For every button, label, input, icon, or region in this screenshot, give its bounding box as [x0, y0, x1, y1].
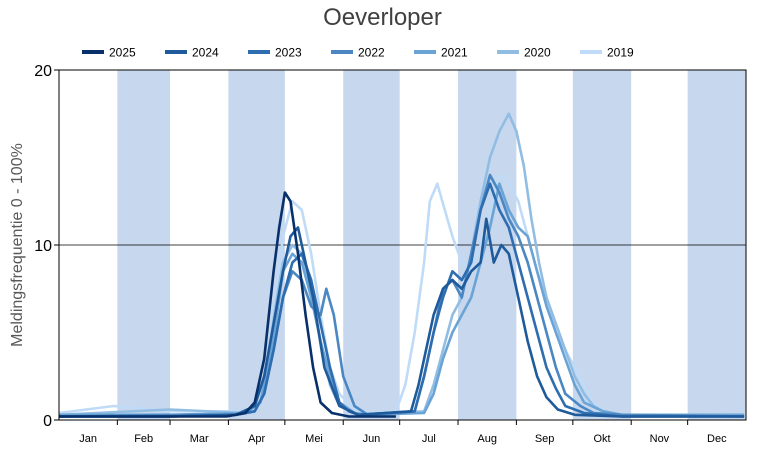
- y-axis-label: Meldingsfrequentie 0 - 100%: [9, 143, 26, 347]
- x-tick-label: Okt: [593, 433, 610, 445]
- series-line-2023: [59, 182, 745, 418]
- chart-title: Oeverloper: [323, 4, 442, 31]
- x-tick-label: Mar: [190, 433, 209, 445]
- x-tick-label: Dec: [707, 433, 727, 445]
- series-line-2025: [59, 191, 396, 418]
- y-tick-label: 20: [34, 63, 52, 80]
- x-tick-label: Feb: [134, 433, 153, 445]
- y-tick-label: 10: [34, 238, 52, 255]
- legend-label-2023: 2023: [275, 46, 302, 60]
- legend-label-2022: 2022: [358, 46, 385, 60]
- x-tick-label: Jul: [422, 433, 436, 445]
- legend-label-2025: 2025: [109, 46, 136, 60]
- x-tick-label: Jun: [363, 433, 381, 445]
- x-tick-label: Sep: [535, 433, 555, 445]
- x-tick-label: Apr: [248, 433, 265, 445]
- series-line-2024: [59, 217, 745, 418]
- legend-label-2019: 2019: [607, 46, 634, 60]
- x-tick-label: Aug: [477, 433, 497, 445]
- x-tick-label: Nov: [650, 433, 670, 445]
- legend-label-2021: 2021: [441, 46, 468, 60]
- x-tick-label: Jan: [79, 433, 97, 445]
- legend-label-2024: 2024: [192, 46, 219, 60]
- y-tick-label: 0: [43, 413, 52, 430]
- x-tick-label: Mei: [305, 433, 323, 445]
- legend-label-2020: 2020: [524, 46, 551, 60]
